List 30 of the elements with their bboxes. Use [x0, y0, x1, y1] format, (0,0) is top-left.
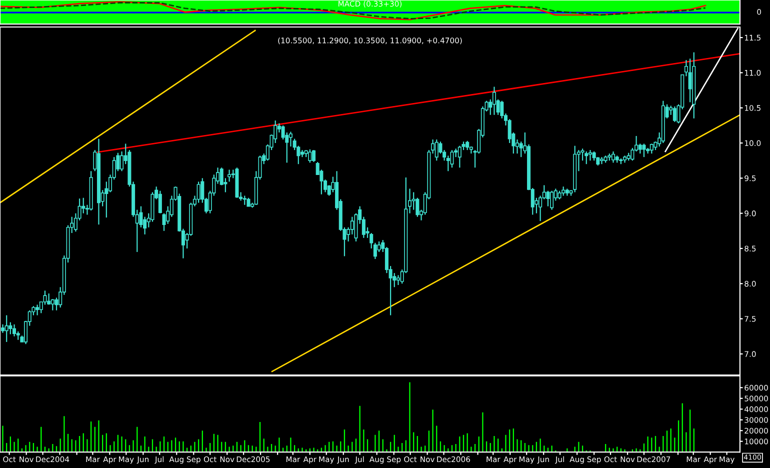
candlestick	[458, 145, 462, 168]
candlestick	[466, 140, 470, 151]
candlestick	[438, 141, 442, 154]
candlestick	[312, 149, 316, 163]
candlestick	[434, 138, 438, 162]
candlestick	[4, 314, 8, 343]
candlestick	[600, 156, 604, 165]
candlestick	[562, 186, 566, 196]
candlestick	[8, 322, 12, 335]
candlestick	[228, 169, 232, 182]
candlestick	[642, 143, 646, 158]
candlestick	[196, 181, 200, 204]
candlestick	[688, 58, 692, 103]
candlestick	[242, 195, 246, 206]
candlestick	[592, 150, 596, 162]
candlestick	[672, 106, 676, 122]
candlestick	[450, 149, 454, 168]
candlestick	[377, 240, 381, 253]
candlestick	[584, 150, 588, 165]
candlestick	[158, 190, 162, 214]
candlestick	[492, 86, 496, 116]
candlestick	[12, 324, 16, 337]
candlestick	[611, 150, 616, 164]
candlestick	[638, 143, 642, 154]
candlestick	[308, 148, 312, 164]
candlestick	[36, 304, 40, 316]
candlestick	[396, 274, 400, 286]
candlestick	[650, 143, 654, 154]
candlestick	[588, 149, 592, 162]
candlestick	[550, 190, 554, 210]
